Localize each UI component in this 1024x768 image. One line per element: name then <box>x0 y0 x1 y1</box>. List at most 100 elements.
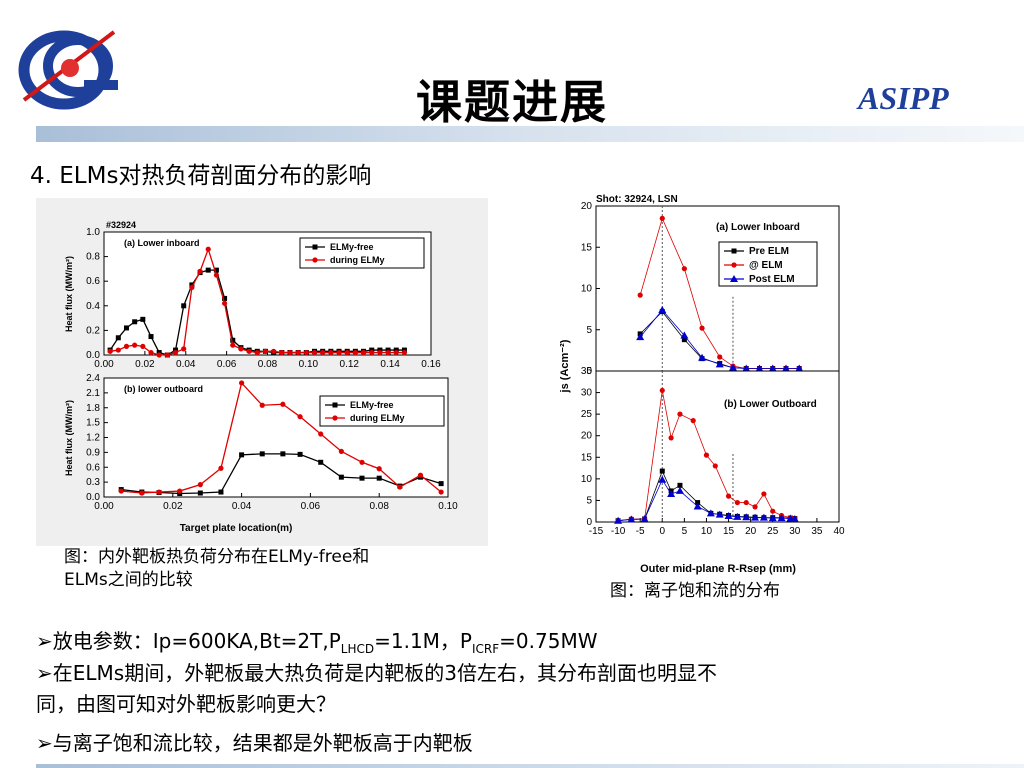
legend-label: Pre ELM <box>749 246 789 257</box>
data-point <box>681 266 687 272</box>
bullet-line-2: 同，由图可知对外靶板影响更大？ <box>36 692 336 716</box>
y-tick-label: 5 <box>586 495 592 506</box>
x-axis-label: Outer mid-plane R-Rsep (mm) <box>640 563 796 575</box>
data-point <box>359 475 365 481</box>
data-point <box>287 349 293 356</box>
plot-area <box>595 205 840 372</box>
chart-panel: 0.0 0.2 0.4 0.6 0.8 1.0 0.00 0.02 0.04 0.06 0.08 0.… <box>86 220 441 370</box>
data-point <box>715 360 724 368</box>
x-tick-label: 5 <box>682 526 688 537</box>
data-point <box>280 451 286 457</box>
data-point <box>156 352 162 358</box>
legend-marker <box>312 244 318 250</box>
data-point <box>761 491 767 497</box>
y-tick-label: 0.0 <box>86 492 100 503</box>
data-point <box>777 514 786 522</box>
y-tick-label: 0.2 <box>86 325 100 336</box>
data-point <box>706 509 715 517</box>
bullet-comparison-text: 与离子饱和流比较，结果都是外靶板高于内靶板 <box>52 731 473 755</box>
shot-label: Shot: 32924, LSN <box>596 194 678 205</box>
data-point <box>262 348 269 354</box>
data-point <box>667 489 676 497</box>
bullet-text-mid: =1.1M，P <box>374 629 472 653</box>
panel-title: (a) Lower Inboard <box>716 222 800 233</box>
data-point <box>733 512 742 520</box>
chart-panel: 0.0 0.3 0.6 0.9 1.2 1.5 1.8 2.1 2.4 0.00 0.02 0.04 0… <box>86 373 458 512</box>
section-heading: 4. ELMs对热负荷剖面分布的影响 <box>30 163 372 189</box>
data-point <box>140 316 146 322</box>
y-tick-label: 35 <box>581 366 593 377</box>
slide-title: 课题进展 <box>416 75 608 129</box>
data-point <box>239 452 245 458</box>
data-point <box>659 387 665 394</box>
data-point <box>728 363 737 371</box>
data-point <box>213 272 220 278</box>
data-point <box>715 510 724 518</box>
data-point <box>213 267 219 273</box>
x-tick-label: 15 <box>723 526 735 537</box>
y-tick-label: 25 <box>581 409 593 420</box>
legend-marker <box>312 257 318 263</box>
y-tick-label: 1.0 <box>86 227 100 238</box>
legend-label: ELMy-free <box>330 242 374 252</box>
x-tick-label: 25 <box>767 526 779 537</box>
data-point <box>377 349 383 356</box>
legend-label: ELMy-free <box>350 400 394 410</box>
legend-label: Post ELM <box>749 274 795 285</box>
y-tick-label: 0.4 <box>86 301 100 312</box>
brand-logo-text: ASIPP <box>858 80 949 116</box>
bullet-glyph: ➢ <box>36 661 53 685</box>
data-point <box>438 489 444 495</box>
data-point <box>690 418 696 424</box>
x-tick-label: -10 <box>611 526 626 537</box>
data-point <box>246 348 252 354</box>
x-tick-label: 0.00 <box>94 359 114 370</box>
data-point <box>637 292 643 298</box>
x-tick-label: 0.06 <box>217 359 237 370</box>
ion-saturation-figure: 0 5 10 15 20 (a) Lower Inboard Shot: 32924, LS… <box>556 186 848 578</box>
data-point <box>123 343 130 349</box>
data-point <box>318 431 324 437</box>
data-point <box>297 451 303 457</box>
heat-flux-charts: 0.00.20.40.60.81.00.00 0.02 0.04 0.06 0.08 0.… <box>64 220 458 534</box>
y-tick-label: 0.6 <box>86 276 100 287</box>
data-point <box>768 514 777 522</box>
heat-flux-figure: 0.0 0.2 0.4 0.6 0.8 1.0 0.00 0.02 0.04 0.06 0.08 0.… <box>36 198 488 546</box>
legend-box <box>299 237 425 269</box>
icrf-subscript: ICRF <box>472 642 500 656</box>
legend-marker <box>332 402 338 408</box>
shot-label: #32924 <box>106 220 136 230</box>
y-tick-label: 15 <box>581 242 593 253</box>
data-point <box>781 364 790 372</box>
x-tick-label: 40 <box>833 526 845 537</box>
legend-box <box>319 395 445 427</box>
bullet-elm-heat-load: ➢在ELMs期间，外靶板最大热负荷是内靶板的3倍左右，其分布剖面也明显不 同，由… <box>36 658 1006 720</box>
data-point <box>359 459 365 465</box>
x-tick-label: 0.10 <box>299 359 319 370</box>
x-tick-label: 0.04 <box>232 501 252 512</box>
data-point <box>148 334 154 340</box>
data-point <box>385 349 391 356</box>
data-point <box>140 343 146 349</box>
x-tick-label: 0.02 <box>135 359 155 370</box>
data-point <box>768 364 777 372</box>
y-tick-label: 0.3 <box>86 477 100 488</box>
y-tick-label: 0.8 <box>86 252 100 263</box>
data-point <box>724 511 733 519</box>
x-tick-label: -5 <box>636 526 645 537</box>
y-tick-label: 0.9 <box>86 447 100 458</box>
x-tick-label: 0.00 <box>94 501 114 512</box>
data-point <box>259 402 265 408</box>
bullet-text-prefix: 放电参数：Ip=600KA,Bt=2T,P <box>52 629 341 653</box>
data-point <box>132 319 138 325</box>
data-point <box>336 349 342 356</box>
y-tick-label: 20 <box>581 201 593 212</box>
left-figure-caption: 图：内外靶板热负荷分布在ELMy-free和 ELMs之间的比较 <box>64 546 484 592</box>
data-point <box>759 513 768 521</box>
data-point <box>636 333 645 341</box>
data-point <box>297 414 303 420</box>
data-point <box>717 354 723 360</box>
data-point <box>668 435 674 441</box>
data-point <box>344 349 350 356</box>
data-point <box>230 342 236 348</box>
